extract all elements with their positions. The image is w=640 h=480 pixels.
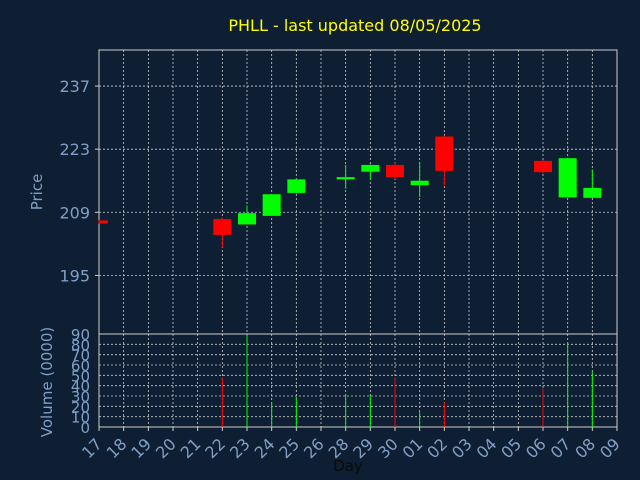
candle-01 [410, 162, 429, 197]
candle-23 [238, 205, 256, 225]
candle-body [99, 220, 108, 224]
candle-28 [336, 164, 355, 189]
volume-tick-label: 80 [71, 336, 90, 354]
x-tick-label: 21 [177, 434, 205, 462]
candle-body [287, 179, 306, 193]
volume-tick-label: 50 [71, 367, 90, 385]
candle-29 [361, 164, 380, 180]
candle-25 [287, 178, 306, 194]
x-tick-label: 22 [201, 434, 229, 462]
x-tick-label: 18 [103, 434, 131, 462]
x-tick-label: 07 [547, 434, 575, 462]
x-tick-label: 30 [374, 434, 402, 462]
x-tick-label: 01 [399, 434, 427, 462]
x-tick-label: 19 [127, 434, 155, 462]
x-tick-label: 17 [78, 434, 106, 462]
x-tick-label: 06 [522, 434, 550, 462]
candle-06 [534, 159, 552, 174]
candle-07 [558, 157, 577, 198]
x-tick-label: 25 [275, 434, 303, 462]
volume-tick-label: 90 [71, 326, 90, 344]
volume-axis-label: Volume (0000) [38, 327, 56, 437]
x-tick-label: 20 [152, 434, 180, 462]
candle-body [435, 136, 454, 171]
candle-24 [262, 194, 281, 216]
volume-panel-frame [98, 333, 618, 428]
price-tick-label: 237 [59, 77, 90, 96]
candle-body [213, 219, 232, 235]
x-tick-label: 26 [300, 434, 328, 462]
candle-body [534, 160, 552, 173]
x-tick-label: 24 [251, 434, 279, 462]
candle-body [336, 177, 355, 180]
candle-body [361, 164, 380, 172]
x-tick-label: 04 [473, 434, 501, 462]
candle-17 [98, 219, 108, 224]
x-tick-label: 02 [423, 434, 451, 462]
candle-08 [583, 169, 602, 198]
price-tick-label: 195 [59, 266, 90, 285]
candle-02 [435, 135, 454, 186]
x-tick-label: 03 [448, 434, 476, 462]
volume-tick-label: 0 [80, 419, 90, 437]
volume-tick-label: 10 [71, 409, 90, 427]
price-tick-labels: 195 209 223 237 [59, 77, 99, 285]
price-grid [99, 50, 617, 334]
volume-tick-label: 60 [71, 357, 90, 375]
candle-body [386, 164, 404, 178]
candle-body [410, 180, 429, 186]
price-axis-label: Price [28, 174, 46, 211]
candle-22 [213, 217, 232, 248]
candle-body [238, 213, 256, 225]
volume-grid [99, 334, 617, 427]
price-tick-label: 209 [59, 203, 90, 222]
volume-tick-label: 40 [71, 378, 90, 396]
volume-tick-label: 70 [71, 347, 90, 365]
candle-30 [386, 162, 404, 179]
x-tick-label: 08 [571, 434, 599, 462]
candlesticks [98, 135, 602, 248]
price-panel-frame [98, 49, 618, 335]
x-axis-label: Day [333, 457, 363, 475]
candle-body [558, 158, 577, 198]
x-tick-label: 05 [497, 434, 525, 462]
volume-bars [221, 336, 593, 427]
x-tick-label: 09 [596, 434, 624, 462]
volume-tick-label: 30 [71, 388, 90, 406]
candle-body [262, 194, 281, 216]
price-tick-label: 223 [59, 140, 90, 159]
chart-title: PHLL - last updated 08/05/2025 [228, 16, 481, 35]
candle-body [583, 187, 602, 198]
volume-tick-label: 20 [71, 398, 90, 416]
x-tick-label: 23 [226, 434, 254, 462]
